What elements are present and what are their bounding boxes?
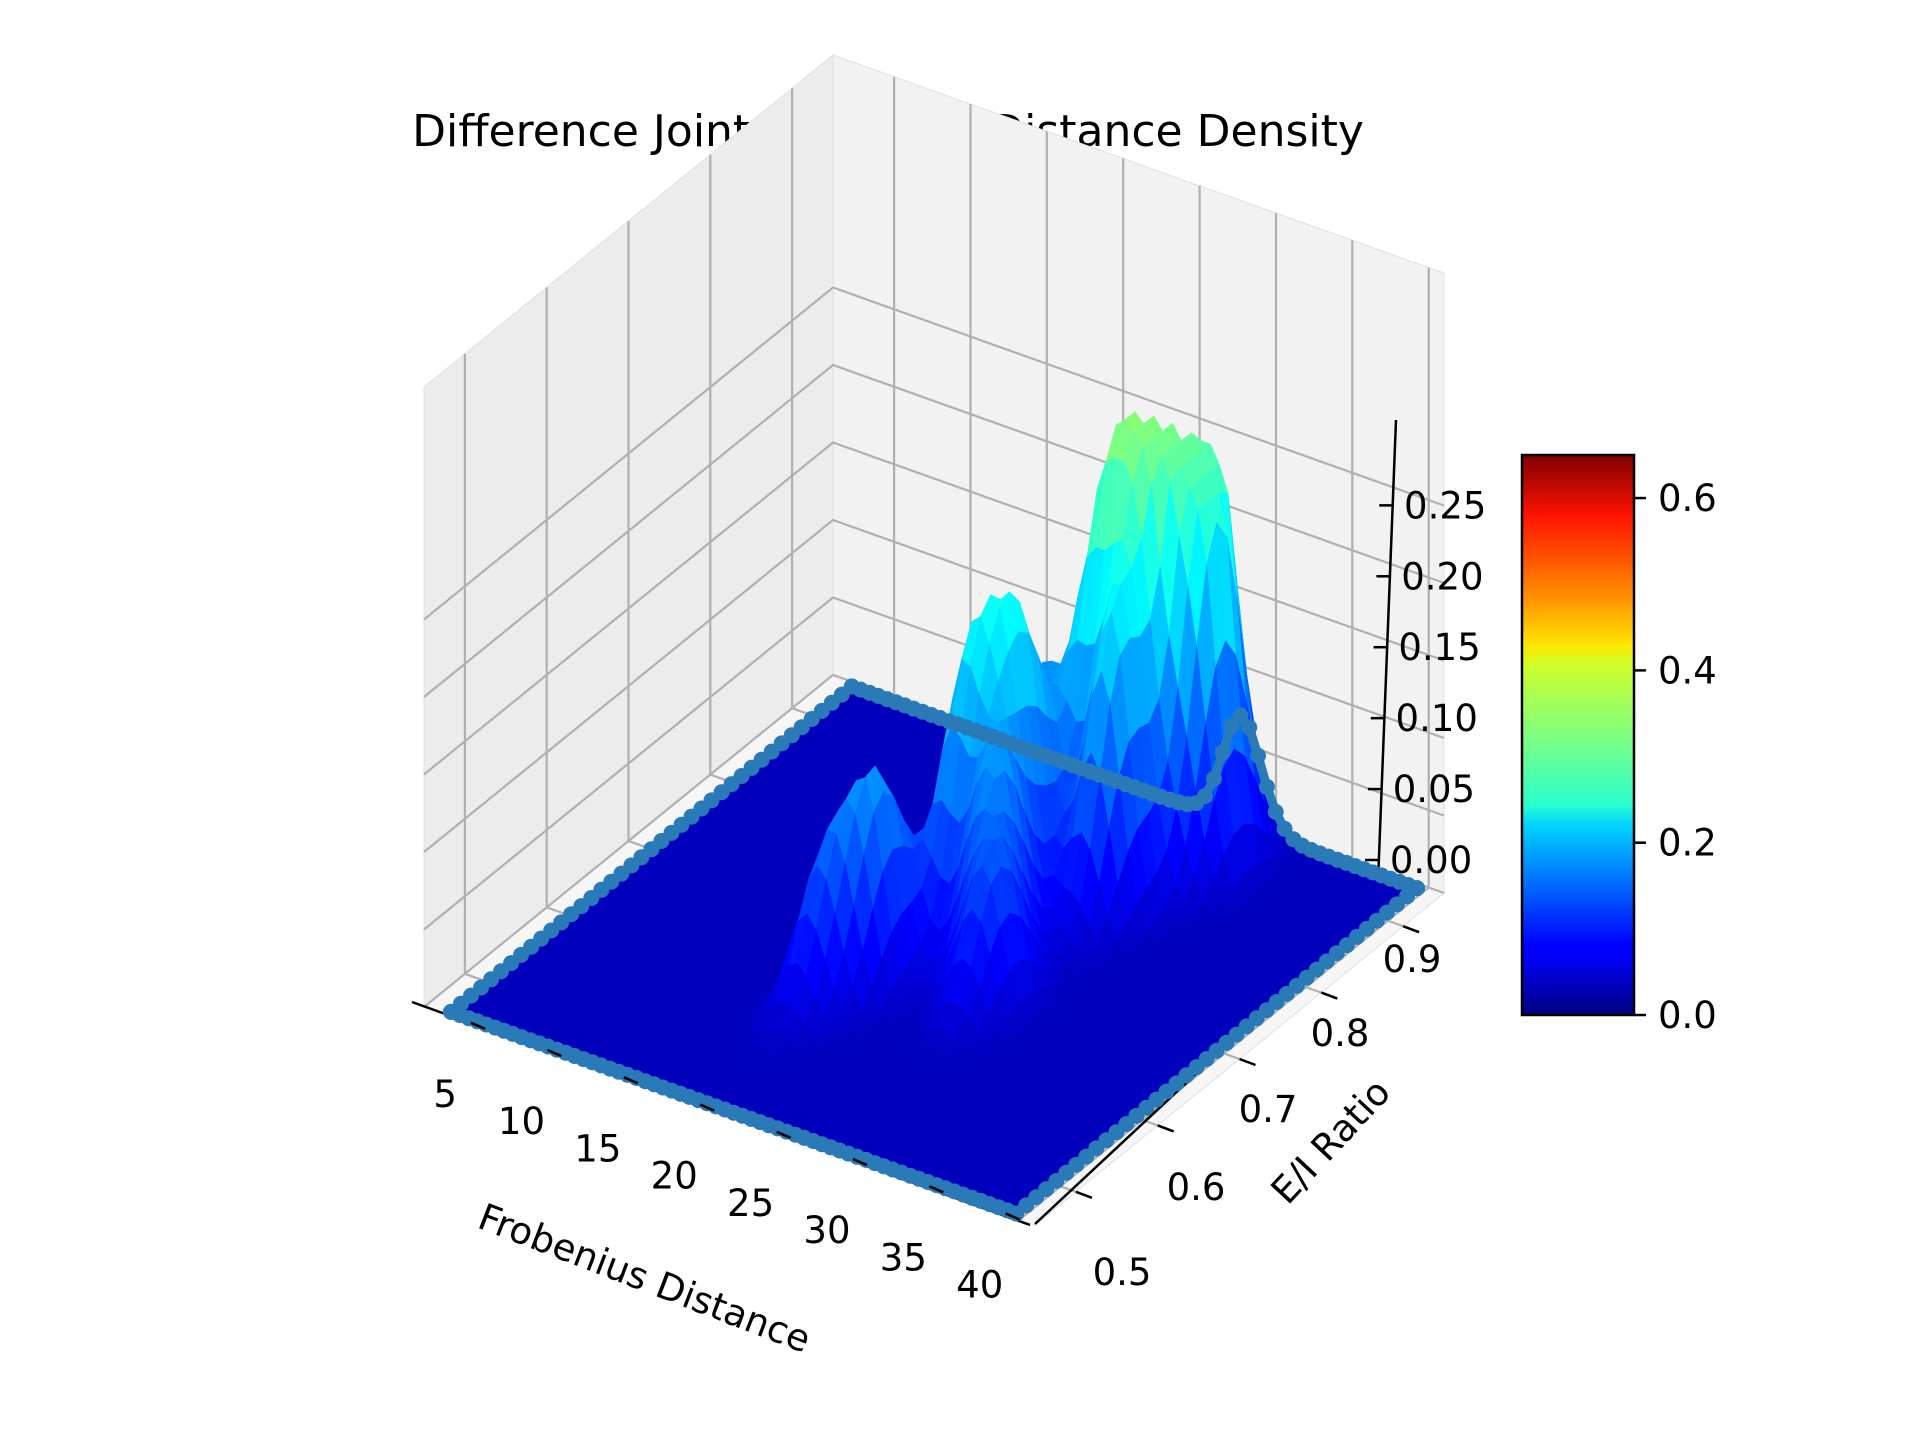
x-tick-mark — [699, 1103, 715, 1112]
colorbar-gradient — [1520, 453, 1636, 1017]
x-tick-label: 10 — [498, 1100, 545, 1143]
z-tick-label: 0.15 — [1398, 626, 1480, 669]
y-tick-label: 0.5 — [1093, 1251, 1152, 1294]
x-tick-mark — [546, 1048, 562, 1058]
z-tick-label: 0.20 — [1401, 555, 1483, 598]
z-tick-label: 0.25 — [1404, 484, 1486, 527]
colorbar-tick-label: 0.2 — [1658, 822, 1717, 865]
surface-edge-marker — [1250, 747, 1266, 764]
y-tick-label: 0.9 — [1383, 938, 1442, 981]
y-tick-mark — [1157, 1124, 1175, 1133]
x-tick-label: 40 — [956, 1264, 1003, 1307]
x-tick-label: 20 — [651, 1155, 698, 1198]
y-tick-label: 0.6 — [1167, 1166, 1226, 1209]
surface-edge-marker — [1267, 803, 1284, 820]
colorbar: 0.0 0.2 0.4 0.6 — [1520, 453, 1717, 1037]
x-tick-mark — [776, 1130, 792, 1139]
z-grid-line — [423, 286, 1445, 621]
y-tick-mark — [1402, 925, 1420, 934]
y-tick-mark — [1239, 1057, 1256, 1067]
colorbar-tick-label: 0.6 — [1658, 477, 1717, 520]
surface-edge-marker — [1276, 820, 1293, 837]
x-tick-mark — [928, 1185, 944, 1194]
y-tick-mark — [1075, 1190, 1093, 1199]
x-tick-mark — [470, 1021, 486, 1030]
tick-labels: 5 10 15 20 25 30 35 40 0.5 0.6 0.7 0.8 0.9 0.00 0.05 0.… — [433, 484, 1486, 1306]
x-tick-label: 30 — [803, 1209, 850, 1252]
colorbar-ticks: 0.0 0.2 0.4 0.6 — [1634, 477, 1717, 1037]
surface-edge-marker — [1232, 707, 1249, 724]
z-tick-label: 0.05 — [1393, 768, 1475, 811]
z-axis-line — [1376, 419, 1398, 883]
z-grid-line — [423, 363, 1445, 698]
x-tick-label: 5 — [433, 1073, 457, 1116]
x-tick-label: 15 — [574, 1127, 621, 1170]
z-tick-label: 0.00 — [1390, 839, 1472, 882]
surface-edge-marker — [1258, 778, 1275, 795]
x-tick-label: 25 — [727, 1182, 774, 1225]
colorbar-tick-label: 0.4 — [1658, 649, 1717, 692]
surface-edge-marker — [1205, 770, 1222, 787]
x-tick-mark — [623, 1076, 639, 1085]
surface-plot — [443, 411, 1425, 1222]
surface-edge-marker — [1241, 719, 1258, 736]
surface-edge-marker — [1214, 744, 1231, 761]
x-tick-label: 35 — [880, 1236, 927, 1279]
surface-edge-marker — [1285, 831, 1302, 848]
y-tick-mark — [1320, 991, 1338, 1000]
surface-edge-marker — [443, 1003, 459, 1020]
z-grid-line — [423, 441, 1445, 776]
y-tick-label: 0.8 — [1311, 1012, 1370, 1055]
x-tick-mark — [1005, 1212, 1021, 1221]
surface-edge-marker — [1223, 718, 1240, 735]
z-tick-label: 0.10 — [1396, 697, 1478, 740]
y-tick-label: 0.7 — [1239, 1088, 1298, 1131]
colorbar-tick-label: 0.0 — [1658, 994, 1717, 1037]
x-tick-mark — [852, 1157, 868, 1167]
